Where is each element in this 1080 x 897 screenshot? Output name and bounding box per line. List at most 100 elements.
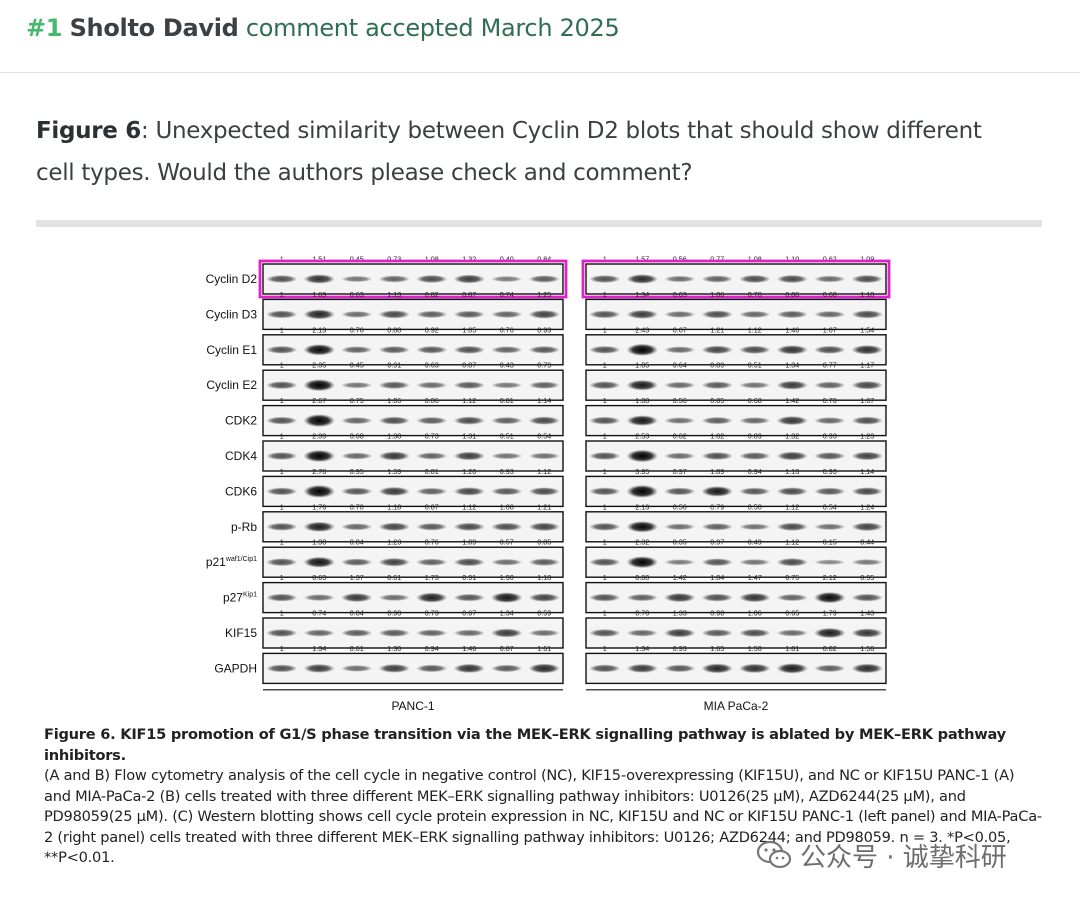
blot-band: [528, 310, 560, 319]
densitometry-value: 1.47: [748, 573, 762, 582]
densitometry-value: 0.85: [710, 396, 724, 405]
blot-band: [528, 416, 560, 425]
densitometry-value: 1.73: [425, 573, 439, 582]
densitometry-value: 1.56: [860, 644, 874, 653]
blot-band: [378, 381, 410, 390]
blot-band: [739, 523, 771, 531]
densitometry-value: 0.87: [500, 644, 514, 653]
densitometry-value: 0.93: [823, 432, 837, 441]
densitometry-value: 2.53: [635, 432, 649, 441]
densitometry-value: 1: [603, 432, 607, 441]
densitometry-value: 1.37: [350, 573, 364, 582]
densitometry-value: 1.14: [860, 467, 874, 476]
densitometry-value: 0.92: [425, 325, 439, 334]
protein-label: CDK6: [225, 484, 257, 498]
densitometry-value: 0.76: [425, 538, 439, 547]
blot-band: [851, 274, 883, 284]
blot-band: [701, 486, 733, 497]
blot-band: [303, 484, 335, 498]
blot-band: [416, 522, 448, 531]
blot-band: [701, 523, 733, 531]
figure-label: Figure 6: [36, 118, 141, 144]
blot-band: [701, 345, 733, 355]
blot-band: [341, 487, 373, 496]
blot-band: [528, 381, 560, 389]
blot-band: [303, 344, 335, 356]
densitometry-value: 1: [280, 644, 284, 653]
densitometry-value: 0.93: [537, 325, 551, 334]
densitometry-value: 0.40: [500, 255, 514, 264]
densitometry-value: 0.93: [500, 467, 514, 476]
caption-title: Figure 6. KIF15 promotion of G1/S phase …: [44, 726, 1006, 764]
blot-band: [453, 310, 485, 319]
densitometry-value: 1.30: [387, 644, 401, 653]
blot-band: [814, 345, 846, 354]
blot-band: [266, 487, 298, 496]
blot-band: [416, 664, 448, 673]
densitometry-value: 1.42: [785, 396, 799, 405]
densitometry-value: 0.89: [748, 432, 762, 441]
densitometry-value: 0.50: [748, 502, 762, 511]
densitometry-value: 0.56: [673, 502, 687, 511]
densitometry-value: 0.68: [748, 396, 762, 405]
densitometry-value: 0.88: [387, 325, 401, 334]
densitometry-value: 1.08: [748, 255, 762, 264]
blot-band: [701, 558, 733, 567]
blot-band: [814, 381, 846, 389]
densitometry-value: 0.54: [823, 502, 837, 511]
blot-band: [303, 379, 335, 392]
densitometry-value: 1.12: [537, 467, 551, 476]
blot-band: [851, 559, 883, 566]
densitometry-value: 0.49: [748, 538, 762, 547]
densitometry-value: 0.68: [350, 432, 364, 441]
blot-band: [589, 558, 621, 567]
blot-band: [416, 381, 448, 389]
blot-band: [416, 345, 448, 354]
blot-band: [491, 487, 523, 496]
comment-header-bar: #1 Sholto David comment accepted March 2…: [0, 0, 1080, 73]
densitometry-value: 0.80: [635, 573, 649, 582]
densitometry-value: 0.67: [462, 609, 476, 618]
densitometry-value: 1: [280, 573, 284, 582]
blot-band: [776, 451, 808, 461]
blot-band: [739, 417, 771, 425]
blot-band: [303, 274, 335, 284]
densitometry-value: 0.86: [785, 290, 799, 299]
densitometry-value: 0.82: [823, 644, 837, 653]
blot-band: [851, 663, 883, 674]
blot-band: [378, 451, 410, 461]
densitometry-value: 1.12: [462, 396, 476, 405]
densitometry-value: 1.12: [462, 502, 476, 511]
densitometry-value: 1.33: [673, 609, 687, 618]
densitometry-value: 1.14: [537, 396, 551, 405]
densitometry-value: 0.90: [710, 609, 724, 618]
blot-band: [626, 415, 658, 426]
blot-band: [266, 558, 298, 567]
blot-band: [814, 591, 846, 604]
blot-band: [851, 593, 883, 602]
densitometry-value: 0.51: [748, 361, 762, 370]
densitometry-value: 1: [603, 502, 607, 511]
western-blot-image: 1 1.51 0.45 0.73 1.08 1.32 0.40 0.84 Cyclin D2 1 1…: [206, 255, 891, 713]
densitometry-value: 0.74: [500, 290, 514, 299]
comment-author[interactable]: Sholto David: [69, 14, 239, 42]
blot-band: [589, 345, 621, 354]
divider: [36, 220, 1042, 227]
blot-band: [739, 310, 771, 318]
blot-band: [453, 487, 485, 496]
blot-band: [814, 417, 846, 425]
densitometry-value: 0.87: [462, 290, 476, 299]
densitometry-value: 2.12: [823, 573, 837, 582]
densitometry-value: 1.23: [860, 432, 874, 441]
blot-band: [851, 310, 883, 319]
densitometry-value: 0.63: [425, 361, 439, 370]
blot-band: [341, 629, 373, 637]
blot-band: [453, 593, 485, 602]
blot-band: [701, 663, 733, 674]
blot-band: [416, 310, 448, 319]
protein-label: p21waf1/Cip1: [206, 555, 257, 569]
densitometry-value: 0.93: [823, 467, 837, 476]
densitometry-value: 1.34: [785, 361, 799, 370]
blot-band: [626, 484, 658, 498]
blot-band: [378, 629, 410, 637]
